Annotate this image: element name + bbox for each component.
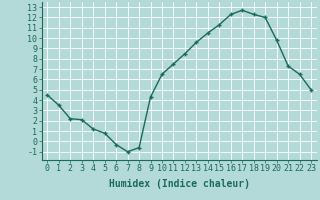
X-axis label: Humidex (Indice chaleur): Humidex (Indice chaleur) <box>109 179 250 189</box>
